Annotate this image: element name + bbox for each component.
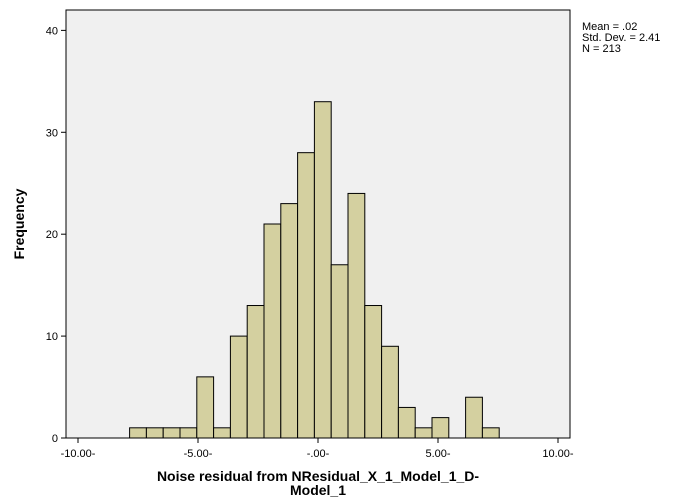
histogram-bar [414,427,433,439]
histogram-bar [364,305,383,439]
histogram-bar [229,335,248,439]
x-tick-label: -10.00- [61,448,96,460]
histogram-bar [397,406,416,439]
histogram-bar [297,152,315,439]
histogram-bar [145,427,164,439]
stat-n: N = 213 [582,43,621,55]
histogram-bar [246,305,265,439]
summary-stats: Mean = .02 Std. Dev. = 2.41 N = 213 [582,22,660,55]
x-tick-label: 5.00- [425,448,450,460]
histogram-bar [330,264,349,439]
stat-mean: Mean = .02 [582,21,638,33]
y-tick-label: 30 [46,127,58,139]
histogram-bar [381,345,399,439]
histogram-bar [263,223,282,439]
x-tick-label: -5.00- [184,448,213,460]
y-tick-label: 0 [52,433,58,445]
histogram-bar [465,396,483,439]
y-axis: 0 10 20 30 40 [46,25,66,445]
histogram-bar [431,417,450,439]
x-tick-label: 10.00- [542,448,574,460]
x-axis-title: Noise residual from NResidual_X_1_Model_… [157,468,479,498]
y-tick-label: 20 [46,229,58,241]
x-axis: -10.00- -5.00- -.00- 5.00- 10.00- [61,438,574,460]
histogram-bar [280,203,299,439]
histogram-bar [196,376,215,439]
x-tick-label: -.00- [307,448,330,460]
y-axis-title: Frequency [11,188,27,259]
histogram-bar [347,192,366,439]
histogram-bar [179,427,198,439]
histogram-bar [481,427,500,439]
bars-group [129,101,500,439]
histogram-bar [162,427,181,439]
histogram-bar [313,101,332,439]
y-tick-label: 40 [46,25,58,37]
histogram-bar [213,427,231,439]
stat-std-dev: Std. Dev. = 2.41 [582,32,661,44]
histogram-bar [129,427,147,439]
y-tick-label: 10 [46,331,58,343]
